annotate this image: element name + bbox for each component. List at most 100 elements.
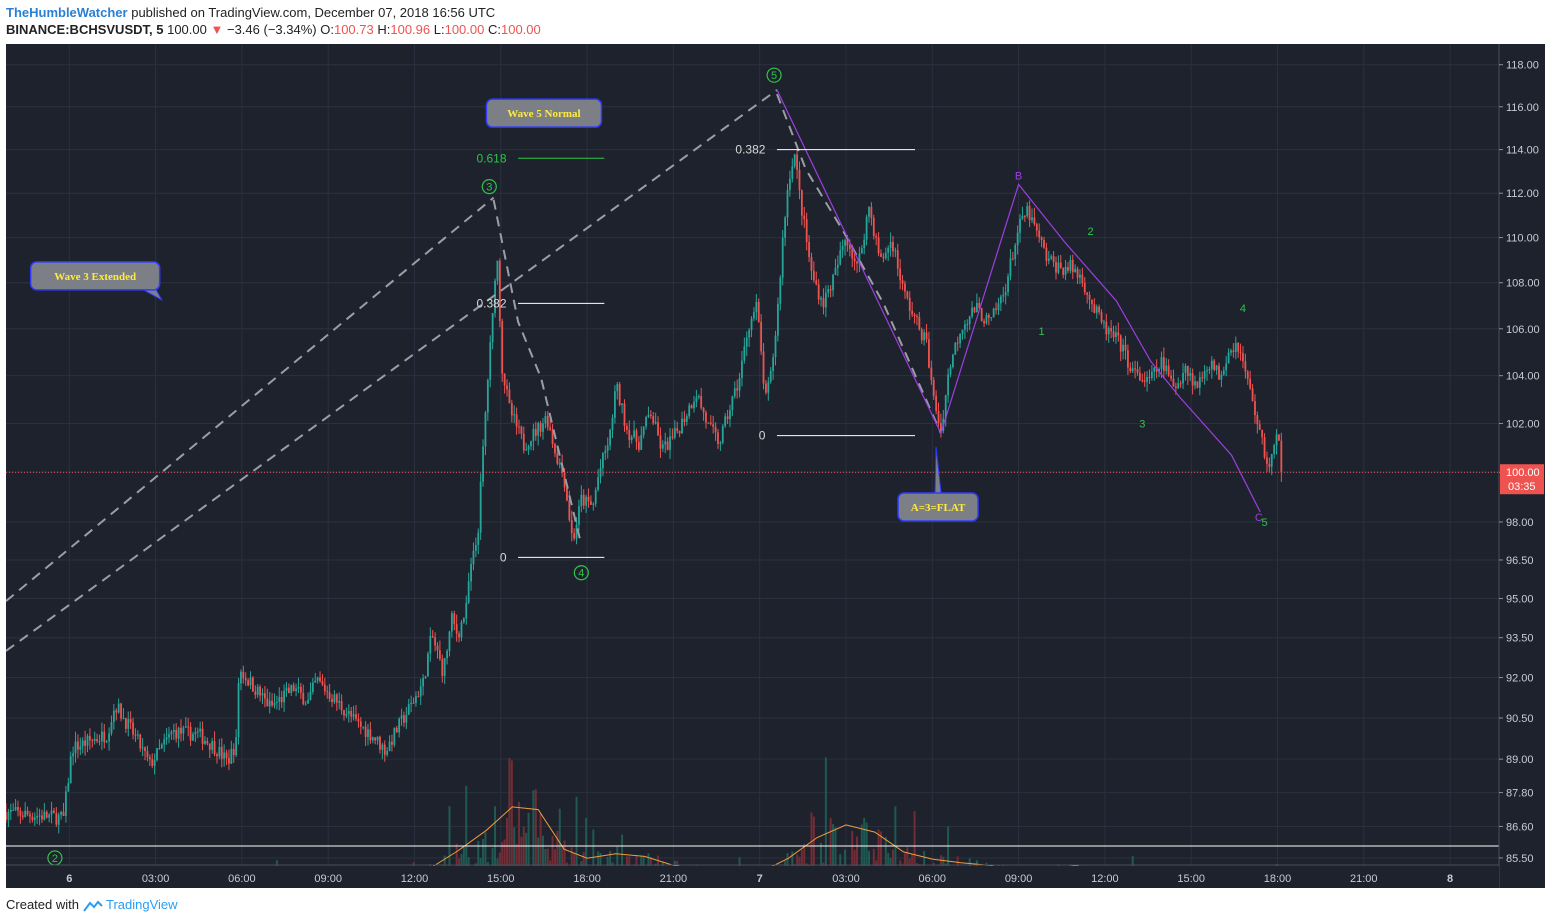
candle-body — [1268, 463, 1271, 467]
candle-body — [937, 411, 940, 424]
candle-body — [975, 303, 978, 313]
dashed-wave-line[interactable] — [6, 89, 778, 652]
volume-bar — [520, 836, 523, 887]
author-link[interactable]: TheHumbleWatcher — [6, 5, 128, 20]
candle-body — [719, 442, 722, 444]
candle-body — [1153, 367, 1156, 372]
candle-body — [1004, 292, 1007, 296]
candle-body — [9, 810, 12, 813]
dashed-wave-line[interactable] — [492, 199, 583, 545]
candle-body — [184, 726, 187, 728]
candle-body — [168, 734, 170, 738]
open-value: 100.73 — [333, 22, 374, 37]
price-chart[interactable]: 0.618 0.382 0 0.382 0 2 3 4 5 B C 1 2 3 4 5 Wave 3 Ext… — [6, 44, 1545, 888]
callout-box[interactable] — [485, 98, 603, 128]
time-tick-label: 8 — [1447, 873, 1453, 885]
candle-body — [566, 487, 568, 501]
candle-body — [57, 814, 60, 825]
candle-body — [31, 816, 34, 820]
candle-body — [81, 740, 84, 747]
abc-wave-line[interactable] — [776, 89, 942, 434]
price-tick-label: 93.50 — [1506, 633, 1534, 645]
candle-body — [738, 378, 741, 391]
wave-label: B — [1015, 171, 1022, 183]
candle-body — [827, 289, 830, 293]
time-tick-label: 21:00 — [660, 873, 688, 885]
candle-body — [7, 812, 10, 820]
price-axis[interactable]: 118.00 116.00 114.00 112.00 110.00 108.00 106.… — [1498, 44, 1545, 888]
candle-body — [721, 426, 724, 443]
candle-body — [479, 481, 482, 533]
candle-body — [527, 446, 530, 450]
candle-body — [781, 237, 784, 278]
candle-body — [273, 702, 276, 706]
candle-body — [117, 703, 120, 713]
candle-body — [434, 637, 437, 646]
candle-body — [683, 418, 686, 422]
candle-body — [1210, 360, 1213, 370]
callouts[interactable]: Wave 3 Extended Wave 5 Normal A=3=FLAT — [29, 98, 979, 522]
abc-wave-line[interactable] — [940, 183, 1261, 513]
candle-body — [901, 280, 904, 284]
candle-body — [55, 813, 58, 825]
candle-body — [484, 412, 487, 447]
volume-bar — [556, 830, 559, 887]
candle-body — [379, 736, 381, 750]
candle-body — [1263, 437, 1266, 458]
candle-body — [180, 727, 182, 734]
candle-body — [769, 370, 772, 382]
fibonacci-levels[interactable]: 0.618 0.382 0 0.382 0 — [477, 143, 916, 565]
candle-body — [1242, 353, 1244, 362]
volume-bar — [563, 840, 566, 887]
candle-body — [621, 403, 623, 405]
publish-info: TheHumbleWatcher published on TradingVie… — [6, 5, 495, 20]
candle-body — [767, 381, 770, 393]
candle-body — [439, 650, 441, 659]
time-tick-label: 7 — [757, 873, 763, 885]
candle-body — [100, 731, 103, 742]
candle-body — [875, 235, 878, 238]
candle-body — [412, 702, 415, 704]
candle-body — [453, 613, 456, 625]
candle-body — [1079, 274, 1081, 278]
callout-box[interactable] — [897, 492, 979, 522]
candle-body — [836, 264, 839, 268]
candle-body — [630, 436, 633, 441]
last-price-tag[interactable] — [1500, 464, 1544, 495]
dashed-wave-line[interactable] — [6, 196, 495, 602]
callout-box[interactable] — [29, 261, 161, 291]
wave-trendlines[interactable] — [6, 89, 1261, 652]
volume-bar — [863, 818, 866, 887]
candle-body — [542, 423, 544, 432]
candle-body — [275, 701, 278, 703]
candle-body — [1110, 328, 1113, 332]
tradingview-brand[interactable]: TradingView — [106, 897, 178, 912]
volume-bar — [810, 812, 813, 887]
candle-body — [374, 737, 377, 741]
candle-body — [844, 240, 846, 246]
price-tick-label: 86.60 — [1506, 821, 1534, 833]
candle-body — [491, 313, 494, 343]
time-tick-label: 03:00 — [142, 873, 170, 885]
candle-body — [1270, 453, 1273, 467]
wave-labels[interactable]: 2 3 4 5 B C 1 2 3 4 5 — [47, 67, 1268, 866]
candle-body — [604, 450, 607, 454]
candle-body — [575, 524, 578, 539]
candle-body — [364, 726, 367, 737]
candle-body — [779, 277, 782, 304]
time-axis[interactable]: 6 03:00 06:00 09:00 12:00 15:00 18:00 21:00 7 03:… — [6, 864, 1499, 888]
candle-body — [1117, 332, 1120, 336]
candle-body — [287, 687, 290, 693]
candle-body — [887, 247, 890, 253]
candle-body — [65, 791, 67, 816]
candle-body — [597, 477, 600, 490]
candle-body — [1086, 292, 1089, 295]
candle-body — [244, 678, 247, 681]
candle-body — [594, 489, 597, 504]
candle-body — [98, 741, 101, 743]
candle-body — [717, 432, 719, 444]
candle-body — [1033, 217, 1036, 225]
dashed-wave-line[interactable] — [776, 93, 942, 434]
volume-bar — [829, 818, 832, 887]
candle-body — [235, 737, 238, 756]
